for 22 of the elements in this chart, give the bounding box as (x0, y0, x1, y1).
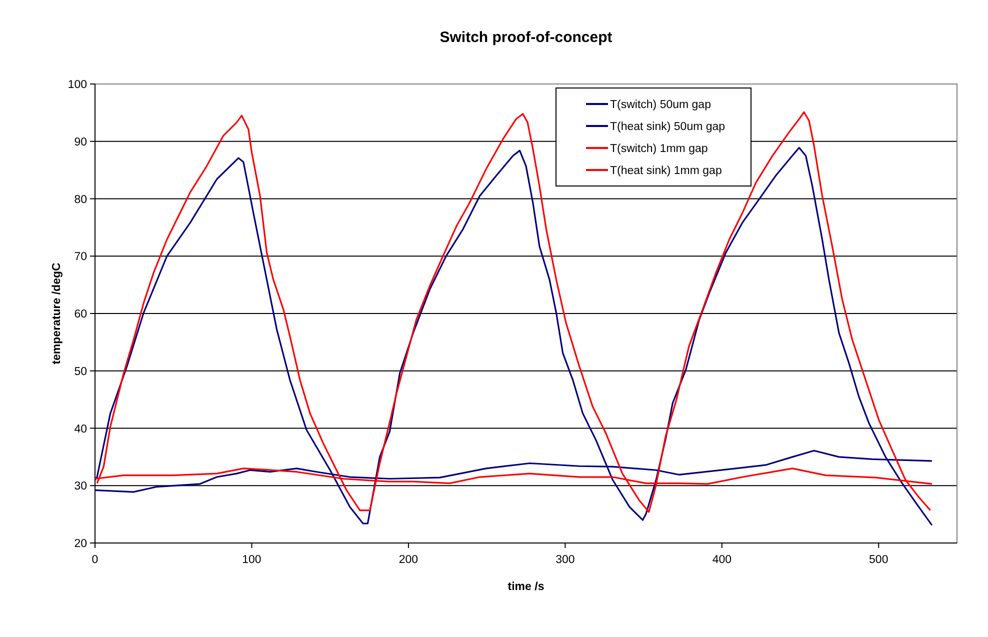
y-tick-label: 30 (74, 480, 87, 493)
legend-label: T(switch) 1mm gap (610, 143, 708, 155)
x-tick-label: 500 (869, 554, 888, 566)
y-tick-label: 50 (74, 366, 87, 378)
y-tick-label: 60 (74, 308, 87, 320)
legend-label: T(heat sink) 1mm gap (610, 165, 722, 177)
x-tick-label: 300 (556, 554, 575, 566)
legend-label: T(switch) 50um gap (610, 99, 711, 111)
y-axis-title: temperature /degC (51, 262, 63, 364)
x-tick-label: 100 (242, 554, 262, 566)
chart-title: Switch proof-of-concept (440, 29, 612, 46)
y-tick-label: 40 (74, 423, 87, 436)
legend-label: T(heat sink) 50um gap (610, 121, 726, 133)
x-tick-label: 200 (398, 554, 418, 566)
y-tick-label: 80 (74, 194, 87, 206)
y-tick-label: 90 (74, 136, 87, 148)
x-axis-title: time /s (508, 581, 544, 593)
y-tick-label: 20 (74, 538, 87, 550)
x-tick-label: 0 (92, 554, 98, 566)
x-tick-label: 400 (712, 554, 732, 566)
y-tick-label: 70 (74, 251, 87, 264)
y-tick-label: 100 (68, 79, 87, 91)
